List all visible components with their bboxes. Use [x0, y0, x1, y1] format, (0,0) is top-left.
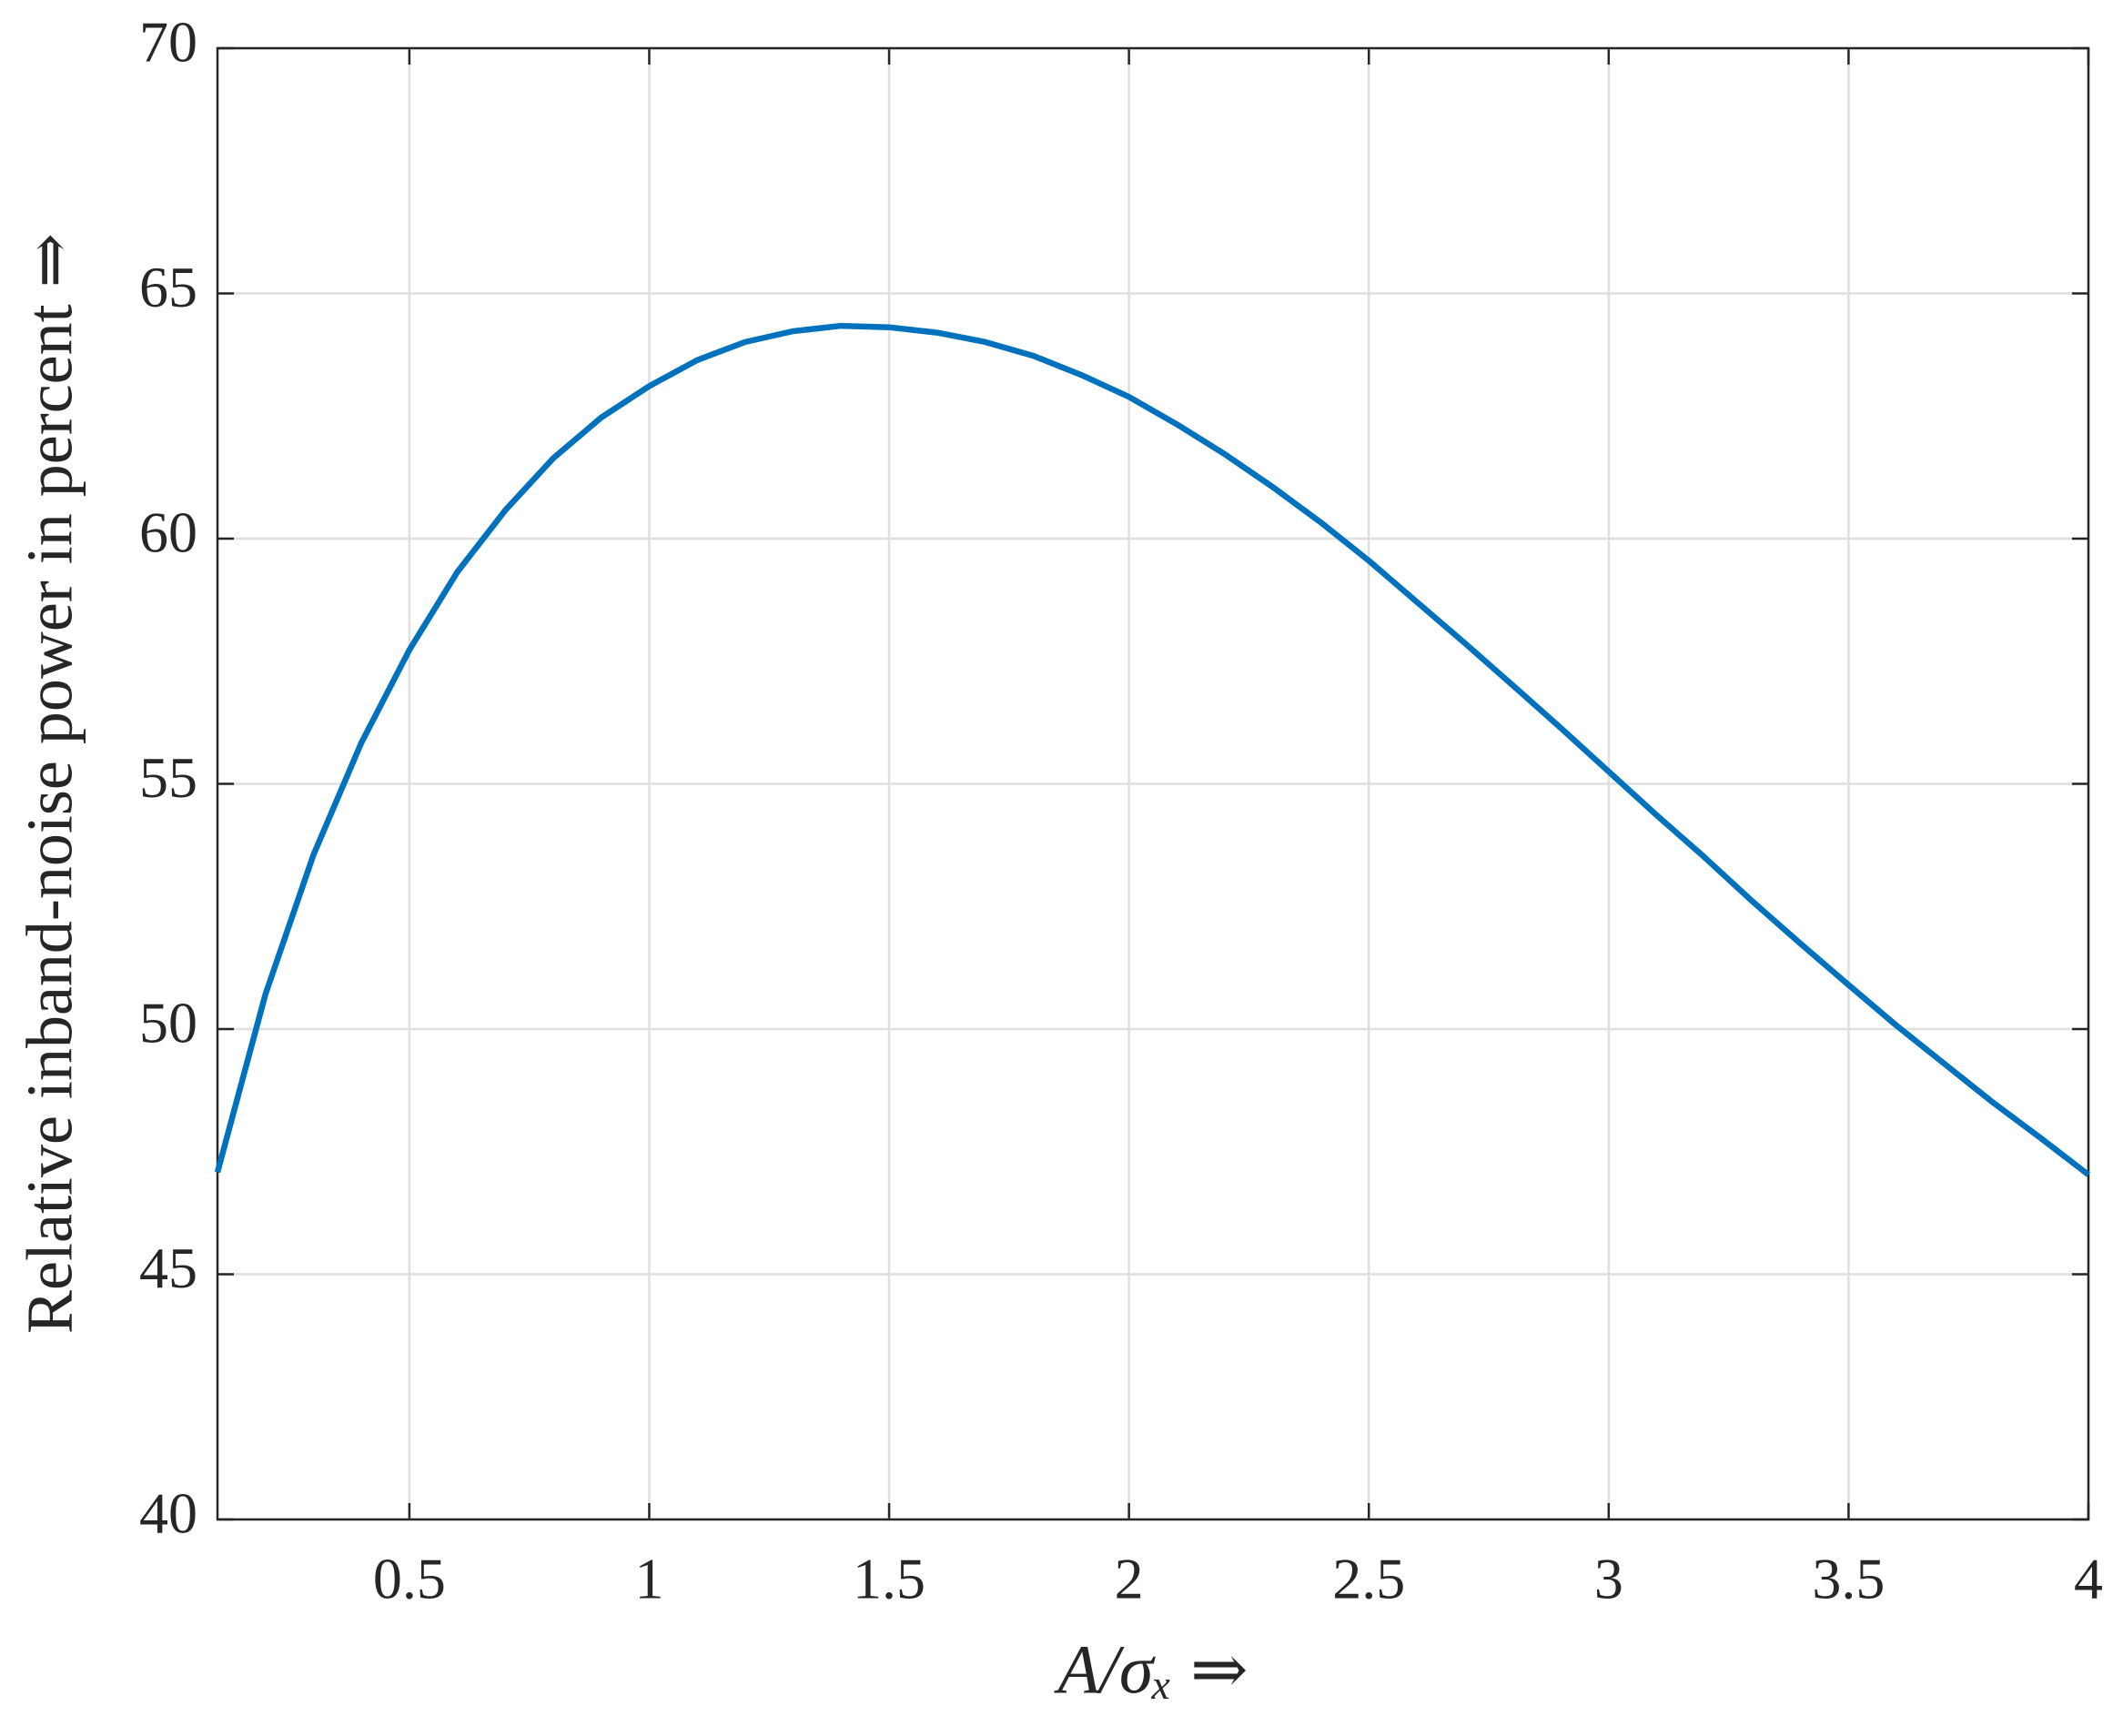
x-axis-label: A/σₓ ⇒ [1053, 1631, 1248, 1708]
data-line [214, 322, 2090, 1177]
y-tick-label: 40 [139, 1481, 197, 1546]
x-tick-label: 1 [634, 1547, 663, 1611]
y-tick-label: 65 [139, 255, 197, 319]
x-tick-label: 2 [1115, 1547, 1144, 1611]
y-tick-label: 60 [139, 500, 197, 565]
x-tick-label: 3 [1594, 1547, 1623, 1611]
y-tick-label: 45 [139, 1236, 197, 1300]
y-tick-label: 70 [139, 10, 197, 75]
plot-frame [216, 46, 2090, 1521]
y-tick-label: 50 [139, 991, 197, 1055]
x-tick-label: 2.5 [1332, 1547, 1405, 1611]
x-tick-label: 1.5 [853, 1547, 925, 1611]
x-tick-label: 3.5 [1812, 1547, 1885, 1611]
y-axis-label: Relative inband-noise power in percent ⇒ [14, 233, 86, 1334]
x-tick-label: 0.5 [373, 1547, 446, 1611]
x-tick-label: 4 [2074, 1547, 2103, 1611]
y-tick-label: 55 [139, 745, 197, 810]
